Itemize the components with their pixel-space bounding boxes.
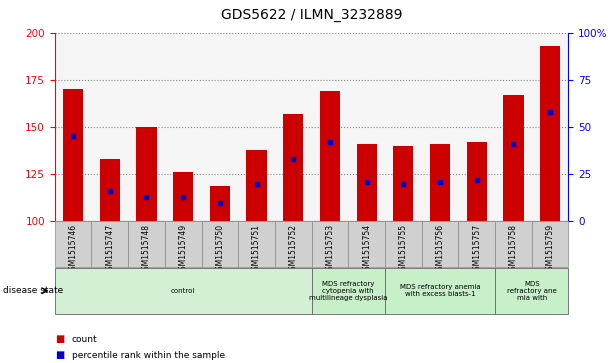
Text: GSM1515750: GSM1515750 — [215, 224, 224, 275]
Text: ■: ■ — [55, 334, 64, 344]
Bar — [165, 221, 201, 267]
Bar — [128, 221, 165, 267]
Text: GSM1515753: GSM1515753 — [325, 224, 334, 275]
Bar — [458, 221, 495, 267]
Text: GSM1515752: GSM1515752 — [289, 224, 298, 275]
Bar — [210, 185, 230, 221]
Bar — [385, 221, 422, 267]
Text: percentile rank within the sample: percentile rank within the sample — [72, 351, 225, 359]
Bar — [55, 221, 91, 267]
Bar — [320, 91, 340, 221]
Text: GSM1515758: GSM1515758 — [509, 224, 518, 275]
Text: GSM1515751: GSM1515751 — [252, 224, 261, 275]
Bar — [311, 221, 348, 267]
Text: GSM1515747: GSM1515747 — [105, 224, 114, 275]
Text: GSM1515755: GSM1515755 — [399, 224, 408, 275]
Bar — [246, 150, 267, 221]
Bar — [348, 221, 385, 267]
Bar — [201, 221, 238, 267]
Text: MDS
refractory ane
mia with: MDS refractory ane mia with — [507, 281, 557, 301]
Text: GDS5622 / ILMN_3232889: GDS5622 / ILMN_3232889 — [221, 8, 402, 22]
Text: GSM1515757: GSM1515757 — [472, 224, 482, 275]
Bar — [173, 172, 193, 221]
Bar — [540, 46, 560, 221]
Bar — [385, 268, 495, 314]
Bar — [495, 268, 568, 314]
Bar — [275, 221, 311, 267]
Bar — [63, 89, 83, 221]
Text: GSM1515749: GSM1515749 — [179, 224, 188, 275]
Bar — [91, 221, 128, 267]
Text: MDS refractory anemia
with excess blasts-1: MDS refractory anemia with excess blasts… — [399, 284, 480, 297]
Bar — [495, 221, 532, 267]
Bar — [356, 144, 377, 221]
Text: GSM1515746: GSM1515746 — [69, 224, 78, 275]
Bar — [136, 127, 156, 221]
Bar — [422, 221, 458, 267]
Bar — [238, 221, 275, 267]
Bar — [467, 142, 487, 221]
Bar — [100, 159, 120, 221]
Bar — [393, 146, 413, 221]
Text: count: count — [72, 335, 97, 344]
Text: disease state: disease state — [3, 286, 63, 295]
Text: GSM1515754: GSM1515754 — [362, 224, 371, 275]
Bar — [283, 114, 303, 221]
Bar — [503, 95, 523, 221]
Bar — [311, 268, 385, 314]
Bar — [55, 268, 311, 314]
Bar — [532, 221, 568, 267]
Text: GSM1515756: GSM1515756 — [435, 224, 444, 275]
Bar — [430, 144, 450, 221]
Text: control: control — [171, 288, 195, 294]
Text: GSM1515748: GSM1515748 — [142, 224, 151, 275]
Text: MDS refractory
cytopenia with
multilineage dysplasia: MDS refractory cytopenia with multilinea… — [309, 281, 387, 301]
Text: ■: ■ — [55, 350, 64, 360]
Text: GSM1515759: GSM1515759 — [545, 224, 554, 275]
